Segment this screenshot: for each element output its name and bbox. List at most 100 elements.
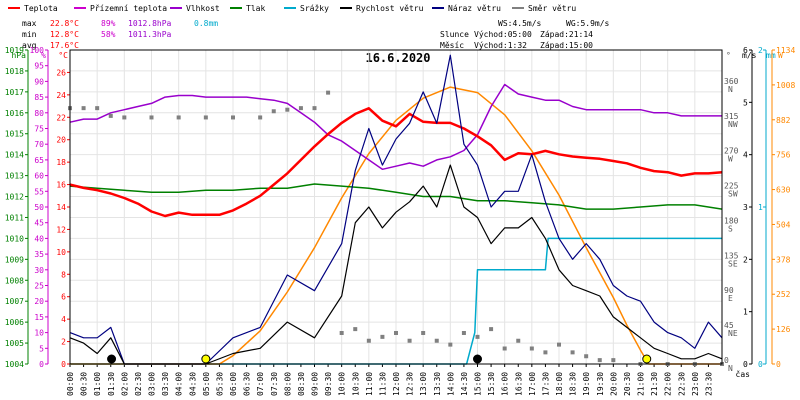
series-teplota-line: [69, 107, 723, 218]
humidity-axis-tick-label: 15: [34, 313, 44, 322]
pressure-axis-tick-label: 1005: [5, 339, 24, 348]
x-tick-label: 12:00: [392, 372, 401, 396]
stats-panel: max 22.8°C 89% 1012.8hPa 0.8mm min 12.8°…: [22, 19, 218, 50]
x-tick-label: 20:30: [623, 372, 632, 396]
x-tick-label: 03:00: [148, 372, 157, 396]
x-axis-label: čas: [736, 369, 751, 379]
legend-label: Teplota: [24, 4, 58, 13]
stats-min-press: 1011.3hPa: [128, 30, 172, 39]
x-tick-label: 17:30: [541, 372, 550, 396]
info-ws: WS:4.5m/s: [498, 19, 542, 28]
x-tick-label: 12:30: [406, 372, 415, 396]
humidity-axis-tick-label: 25: [34, 282, 44, 291]
series-sm-r-v-tru-point: [326, 90, 331, 95]
humidity-axis-tick-label: 90: [34, 77, 44, 86]
radiation-tick-label: 882: [776, 116, 791, 125]
legend-label: Vlhkost: [186, 4, 220, 13]
x-tick-label: 09:00: [311, 372, 320, 396]
wind-dir-compass-label: E: [728, 294, 733, 303]
x-tick-label: 18:30: [569, 372, 578, 396]
temperature-axis-tick-label: 22: [56, 113, 66, 122]
series-sm-r-v-tru-point: [584, 354, 589, 359]
info-moonset: Západ:15:00: [540, 41, 593, 50]
moon-marker: [107, 354, 117, 364]
wind-speed-tick-label: 2: [743, 255, 748, 264]
stats-max-rain: 0.8mm: [194, 19, 218, 28]
temperature-axis-tick-label: 18: [56, 158, 66, 167]
chart-legend: Teplota Přízemní teplota Vlhkost Tlak Srážky…: [8, 4, 576, 13]
radiation-tick-label: 630: [776, 186, 791, 195]
legend-label: Směr větru: [528, 4, 576, 13]
legend-label: Přízemní teplota: [90, 4, 167, 13]
x-tick-label: 11:30: [378, 372, 387, 396]
pressure-axis-tick-label: 1019: [5, 46, 24, 55]
series-sm-r-v-tru-point: [81, 106, 86, 111]
wind-dir-compass-label: SE: [728, 259, 738, 268]
temperature-axis-tick-label: 26: [56, 68, 66, 77]
x-tick-label: 15:00: [474, 372, 483, 396]
wind-dir-degree-label: 0: [724, 356, 729, 365]
humidity-axis-tick-label: 65: [34, 156, 44, 165]
series-sm-r-v-tru-point: [176, 115, 181, 120]
series-sm-r-v-tru-point: [394, 330, 398, 335]
series-rychlost-v-tru-line: [69, 164, 723, 365]
series-sm-r-v-tru-point: [298, 106, 303, 111]
x-tick-label: 08:30: [297, 372, 306, 396]
wind-dir-compass-label: NW: [728, 120, 738, 129]
pressure-axis-tick-label: 1017: [5, 88, 24, 97]
radiation-tick-label: 756: [776, 151, 791, 160]
axes: hPa1004100510061007100810091010101110121…: [5, 46, 796, 396]
pressure-axis-tick-label: 1007: [5, 297, 24, 306]
temperature-axis-tick-label: 10: [56, 248, 66, 257]
x-tick-label: 19:00: [582, 372, 591, 396]
pressure-axis-tick-label: 1010: [5, 234, 24, 243]
humidity-axis-tick-label: 85: [34, 93, 44, 102]
pressure-axis-tick-label: 1008: [5, 276, 24, 285]
series-sm-r-v-tru-point: [95, 106, 100, 111]
wind-speed-unit: m/s: [742, 51, 757, 60]
legend-label: Srážky: [300, 4, 329, 13]
series-sm-r-v-tru-point: [475, 334, 480, 339]
humidity-axis-tick-label: 75: [34, 125, 44, 134]
x-tick-label: 14:30: [460, 372, 469, 396]
rain-tick-label: 2: [758, 46, 763, 55]
wind-dir-degree-label: 90: [724, 286, 734, 295]
x-tick-label: 22:30: [677, 372, 686, 396]
x-tick-label: 02:30: [134, 372, 143, 396]
x-tick-label: 16:30: [514, 372, 523, 396]
pressure-axis-tick-label: 1013: [5, 172, 24, 181]
pressure-axis-tick-label: 1015: [5, 130, 24, 139]
pressure-axis-tick-label: 1018: [5, 67, 24, 76]
series-sm-r-v-tru-point: [380, 334, 385, 339]
series-sm-r-v-tru-point: [312, 106, 317, 111]
x-tick-label: 18:00: [555, 372, 564, 396]
x-tick-label: 03:30: [161, 372, 170, 396]
x-tick-label: 19:30: [596, 372, 605, 396]
humidity-axis-tick-label: 30: [34, 266, 44, 275]
series-sm-r-v-tru-point: [597, 358, 602, 363]
series-sm-r-v-tru-point: [611, 358, 616, 363]
info-moonrise: Východ:1:32: [474, 41, 527, 50]
temperature-axis-tick-label: 14: [56, 203, 66, 212]
radiation-tick-label: 126: [776, 325, 791, 334]
wind-dir-degree-label: 360: [724, 77, 739, 86]
temperature-axis-tick-label: 8: [61, 270, 66, 279]
sun-marker: [642, 354, 652, 364]
series-n-raz-v-tru-line: [69, 54, 723, 365]
series-sm-r-v-tru-point: [108, 113, 113, 118]
wind-dir-compass-label: N: [728, 364, 733, 373]
x-tick-label: 13:00: [419, 372, 428, 396]
temperature-axis-unit: °C: [58, 51, 68, 60]
wind-dir-degree-label: 135: [724, 251, 739, 260]
series-sm-r-v-tru-point: [461, 330, 466, 335]
wind-speed-tick-label: 4: [743, 151, 748, 160]
temperature-axis-tick-label: 4: [61, 315, 66, 324]
info-sun-label: Slunce: [440, 30, 469, 39]
series-sm-r-v-tru-point: [231, 115, 235, 120]
moon-marker: [473, 354, 482, 364]
x-tick-label: 04:00: [175, 372, 184, 396]
wind-dir-degree-label: 45: [724, 321, 734, 330]
radiation-tick-label: 252: [776, 290, 791, 299]
series-vlhkost-line: [69, 83, 722, 171]
series-sm-r-v-tru-point: [122, 115, 127, 120]
